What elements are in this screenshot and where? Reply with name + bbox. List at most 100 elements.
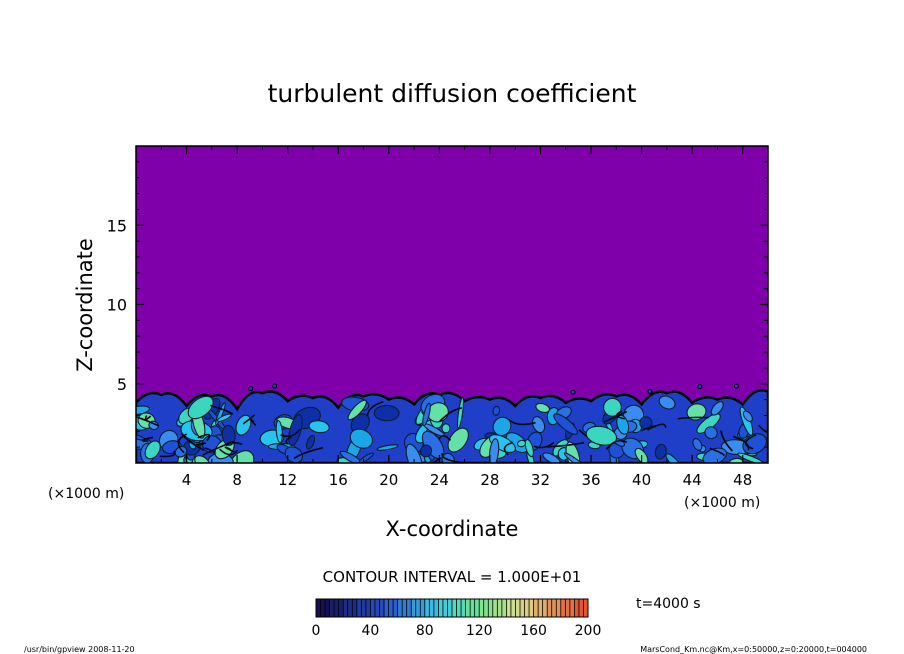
contour-line xyxy=(733,435,750,451)
x-unit-left: (×1000 m) xyxy=(48,486,124,502)
colorbar-cell xyxy=(492,599,507,617)
contour-line xyxy=(438,435,452,441)
contour-blob xyxy=(422,402,431,427)
contour-line xyxy=(225,441,243,447)
colorbar-tick-label: 40 xyxy=(361,623,379,639)
turbulent-layer xyxy=(136,383,768,463)
x-unit-right: (×1000 m) xyxy=(684,495,760,511)
contour-blob xyxy=(686,403,707,421)
contour-line xyxy=(293,447,323,460)
contour-cell xyxy=(697,384,703,390)
contour-blob xyxy=(710,401,724,416)
contour-blob xyxy=(447,427,469,453)
contour-blob xyxy=(531,416,546,434)
colorbar-cell xyxy=(547,599,562,617)
contour-blob xyxy=(144,440,161,460)
contour-line xyxy=(242,414,255,425)
contour-blob xyxy=(692,438,703,451)
colorbar-cell xyxy=(343,599,358,617)
colorbar-cell xyxy=(506,599,521,617)
colorbar-cell xyxy=(560,599,575,617)
contour-cell xyxy=(647,388,653,394)
colorbar-cell xyxy=(574,599,589,617)
x-tick-label: 24 xyxy=(430,471,449,489)
contour-line xyxy=(144,415,152,421)
contour-line xyxy=(159,450,176,458)
y-tick-label: 15 xyxy=(107,216,127,235)
colorbar-cell xyxy=(465,599,480,617)
footer-right: MarsCond_Km.nc@Km,x=0:50000,z=0:20000,t=… xyxy=(640,645,867,654)
contour-line xyxy=(224,446,236,454)
y-axis-ticks: 5 10 15 xyxy=(107,161,768,448)
contour-blob xyxy=(658,395,676,410)
contour-line xyxy=(249,418,257,426)
contour-line xyxy=(441,452,460,463)
contour-line xyxy=(677,416,709,420)
colorbar-frame xyxy=(315,598,589,618)
contour-blob xyxy=(563,452,589,463)
colorbar-cell xyxy=(424,599,439,617)
time-label: t=4000 s xyxy=(636,596,701,612)
contour-line xyxy=(438,407,463,423)
contour-blob xyxy=(373,404,400,422)
x-tick-label: 36 xyxy=(581,471,600,489)
contour-blob xyxy=(535,402,551,413)
contour-line xyxy=(533,441,555,449)
contour-line xyxy=(640,425,657,432)
contour-blob xyxy=(492,405,501,416)
contour-blob xyxy=(524,439,534,458)
x-axis-label: X-coordinate xyxy=(386,517,519,541)
colorbar-cell xyxy=(479,599,494,617)
contour-line xyxy=(285,436,292,445)
colorbar-tick-label: 160 xyxy=(520,623,547,639)
contour-blob xyxy=(347,399,367,421)
x-tick-label: 4 xyxy=(182,471,192,489)
contour-blob xyxy=(187,395,214,420)
contour-blob xyxy=(441,423,451,434)
colorbar-tick-label: 0 xyxy=(312,623,321,639)
footer-left: /usr/bin/gpview 2008-11-20 xyxy=(24,645,135,654)
y-axis-label: Z-coordinate xyxy=(73,238,97,372)
contour-blob xyxy=(704,426,718,440)
contour-blob xyxy=(742,410,753,423)
contour-blob xyxy=(603,397,622,417)
contour-blob xyxy=(194,455,210,463)
contour-line xyxy=(136,415,160,427)
contour-cell xyxy=(570,389,576,395)
contour-line xyxy=(647,423,667,431)
colorbar-cell xyxy=(411,599,426,617)
contour-interval-label: CONTOUR INTERVAL = 1.000E+01 xyxy=(323,568,582,586)
contour-line xyxy=(180,433,205,451)
colorbar-cell xyxy=(397,599,412,617)
contour-line xyxy=(196,442,207,446)
contour-blob xyxy=(136,405,150,416)
contour-blob xyxy=(305,434,316,450)
contour-blob xyxy=(376,444,399,451)
plot-area xyxy=(136,146,768,463)
contour-line xyxy=(280,428,301,438)
contour-blob xyxy=(456,396,465,429)
colorbar-cell xyxy=(438,599,453,617)
colorbar-tick-label: 200 xyxy=(575,623,602,639)
contour-line xyxy=(546,441,585,448)
contour-blob xyxy=(308,420,330,434)
colorbar-cell xyxy=(520,599,535,617)
chart-title: turbulent diffusion coefficient xyxy=(268,79,637,108)
contour-cell xyxy=(272,383,278,389)
colorbar-cell xyxy=(452,599,467,617)
colorbar-cell xyxy=(356,599,371,617)
contour-blob xyxy=(553,413,578,435)
contour-blob xyxy=(654,443,667,460)
contour-blob xyxy=(284,446,304,463)
colorbar-tick-label: 120 xyxy=(466,623,493,639)
contour-line xyxy=(141,436,154,442)
contour-blob xyxy=(275,420,283,444)
contour-line xyxy=(605,440,628,450)
colorbar-cell xyxy=(384,599,399,617)
contour-blob xyxy=(221,424,236,446)
colorbar: 0 40 80 120 160 200 xyxy=(312,598,602,639)
x-tick-label: 44 xyxy=(683,471,702,489)
contour-line xyxy=(204,447,217,454)
x-tick-label: 28 xyxy=(480,471,499,489)
